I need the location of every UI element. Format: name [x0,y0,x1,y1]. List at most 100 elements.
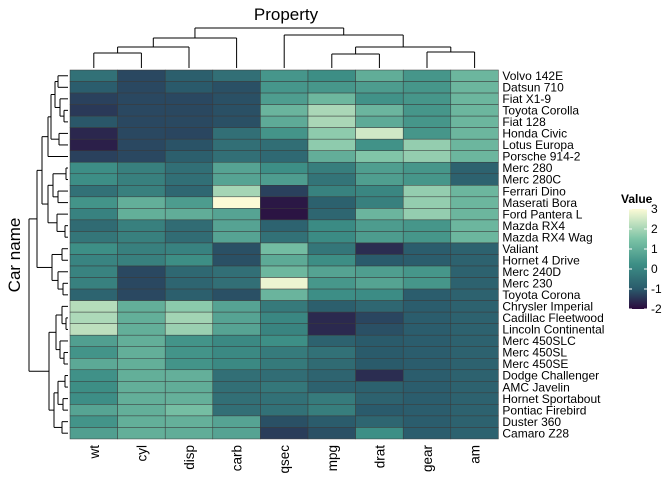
heatmap-cell [402,254,452,267]
heatmap-cell [69,231,118,244]
heatmap-cell [307,277,356,290]
heatmap-cell [450,138,499,151]
heatmap-cell [450,381,499,394]
heatmap-cell [69,92,118,105]
row-label: Mazda RX4 Wag [502,230,592,244]
heatmap-cell [164,185,214,198]
heatmap-cell [307,404,356,417]
heatmap-cell [355,185,404,198]
heatmap-cell [355,369,404,382]
heatmap-cell [212,219,261,232]
heatmap-cell [355,334,404,347]
heatmap-cell [260,219,309,232]
heatmap-cell [117,138,166,151]
row-label: Hornet 4 Drive [502,253,580,267]
legend-tick-label: 0 [651,262,658,276]
heatmap-cell [307,381,356,394]
heatmap-cell [69,69,118,82]
heatmap-cell [402,92,452,105]
row-label: Pontiac Firebird [502,403,586,417]
heatmap-cell [69,115,118,128]
color-legend: Value 3 2 1 0 -1 -2 [621,192,662,316]
column-label: wt [87,445,102,460]
heatmap-cell [117,300,166,313]
heatmap-cell [307,208,356,221]
heatmap-cell [450,161,499,175]
row-label: Lincoln Continental [502,323,604,337]
legend-title: Value [621,192,653,206]
heatmap-cell [355,138,404,151]
heatmap-cell [164,208,214,221]
heatmap-cell [355,161,404,175]
chart-title: Property [254,5,319,24]
row-label: Ferrari Dino [502,184,566,198]
heatmap-cell [164,104,214,117]
heatmap-cell [355,323,404,336]
heatmap-cell [212,185,261,198]
heatmap-cell [212,288,261,301]
heatmap-cell [117,127,166,140]
heatmap-cell [117,288,166,301]
heatmap-cell [117,346,166,359]
heatmap-cell [307,392,356,405]
heatmap-cell [164,231,214,244]
heatmap-cell [260,127,309,140]
heatmap-cell [307,81,356,94]
heatmap-cell [212,231,261,244]
heatmap-cell [117,254,166,267]
heatmap-cell [164,138,214,151]
heatmap-cell [260,277,309,290]
heatmap-cell [212,300,261,313]
heatmap-cell [402,334,452,347]
column-label: gear [420,444,435,472]
row-label: Volvo 142E [502,69,563,83]
heatmap-cell [402,69,452,82]
heatmap-cell [355,69,404,82]
row-label: Merc 450SL [502,346,567,360]
heatmap-cell [212,254,261,267]
heatmap-cell [402,231,452,244]
heatmap-cell [450,127,499,140]
heatmap-cell [69,311,118,324]
heatmap-cell [402,173,452,186]
heatmap-cell [260,381,309,394]
heatmap-cell [164,127,214,140]
heatmap-cell [260,173,309,186]
heatmap-cell [117,219,166,232]
heatmap-cell [402,288,452,301]
heatmap-cell [164,196,214,209]
row-label: Camaro Z28 [502,426,569,440]
heatmap-cell [307,219,356,232]
heatmap-cell [307,427,356,440]
row-label: Mazda RX4 [502,219,565,233]
heatmap-cell [307,115,356,128]
heatmap-cell [450,427,499,440]
heatmap-cell [69,161,118,175]
heatmap-cell [307,185,356,198]
heatmap-cell [260,92,309,105]
row-label: Maserati Bora [502,196,577,210]
column-label: drat [372,445,387,469]
heatmap-cell [212,265,261,278]
heatmap-cell [450,358,499,371]
heatmap-cell [402,138,452,151]
heatmap-cell [164,242,214,255]
row-label: Merc 240D [502,265,561,279]
heatmap-cell [355,92,404,105]
heatmap-cell [402,185,452,198]
heatmap-cell [117,208,166,221]
heatmap-cell [402,127,452,140]
heatmap-cell [69,138,118,151]
heatmap-cell [450,288,499,301]
heatmap-cell [307,231,356,244]
row-label: Ford Pantera L [502,207,582,221]
heatmap-cell [355,358,404,371]
heatmap-cell [307,173,356,186]
row-label: Merc 280 [502,161,552,175]
heatmap-cell [355,404,404,417]
heatmap-cell [164,254,214,267]
heatmap-cell [212,369,261,382]
row-label: Merc 230 [502,277,552,291]
heatmap-cell [69,173,118,186]
